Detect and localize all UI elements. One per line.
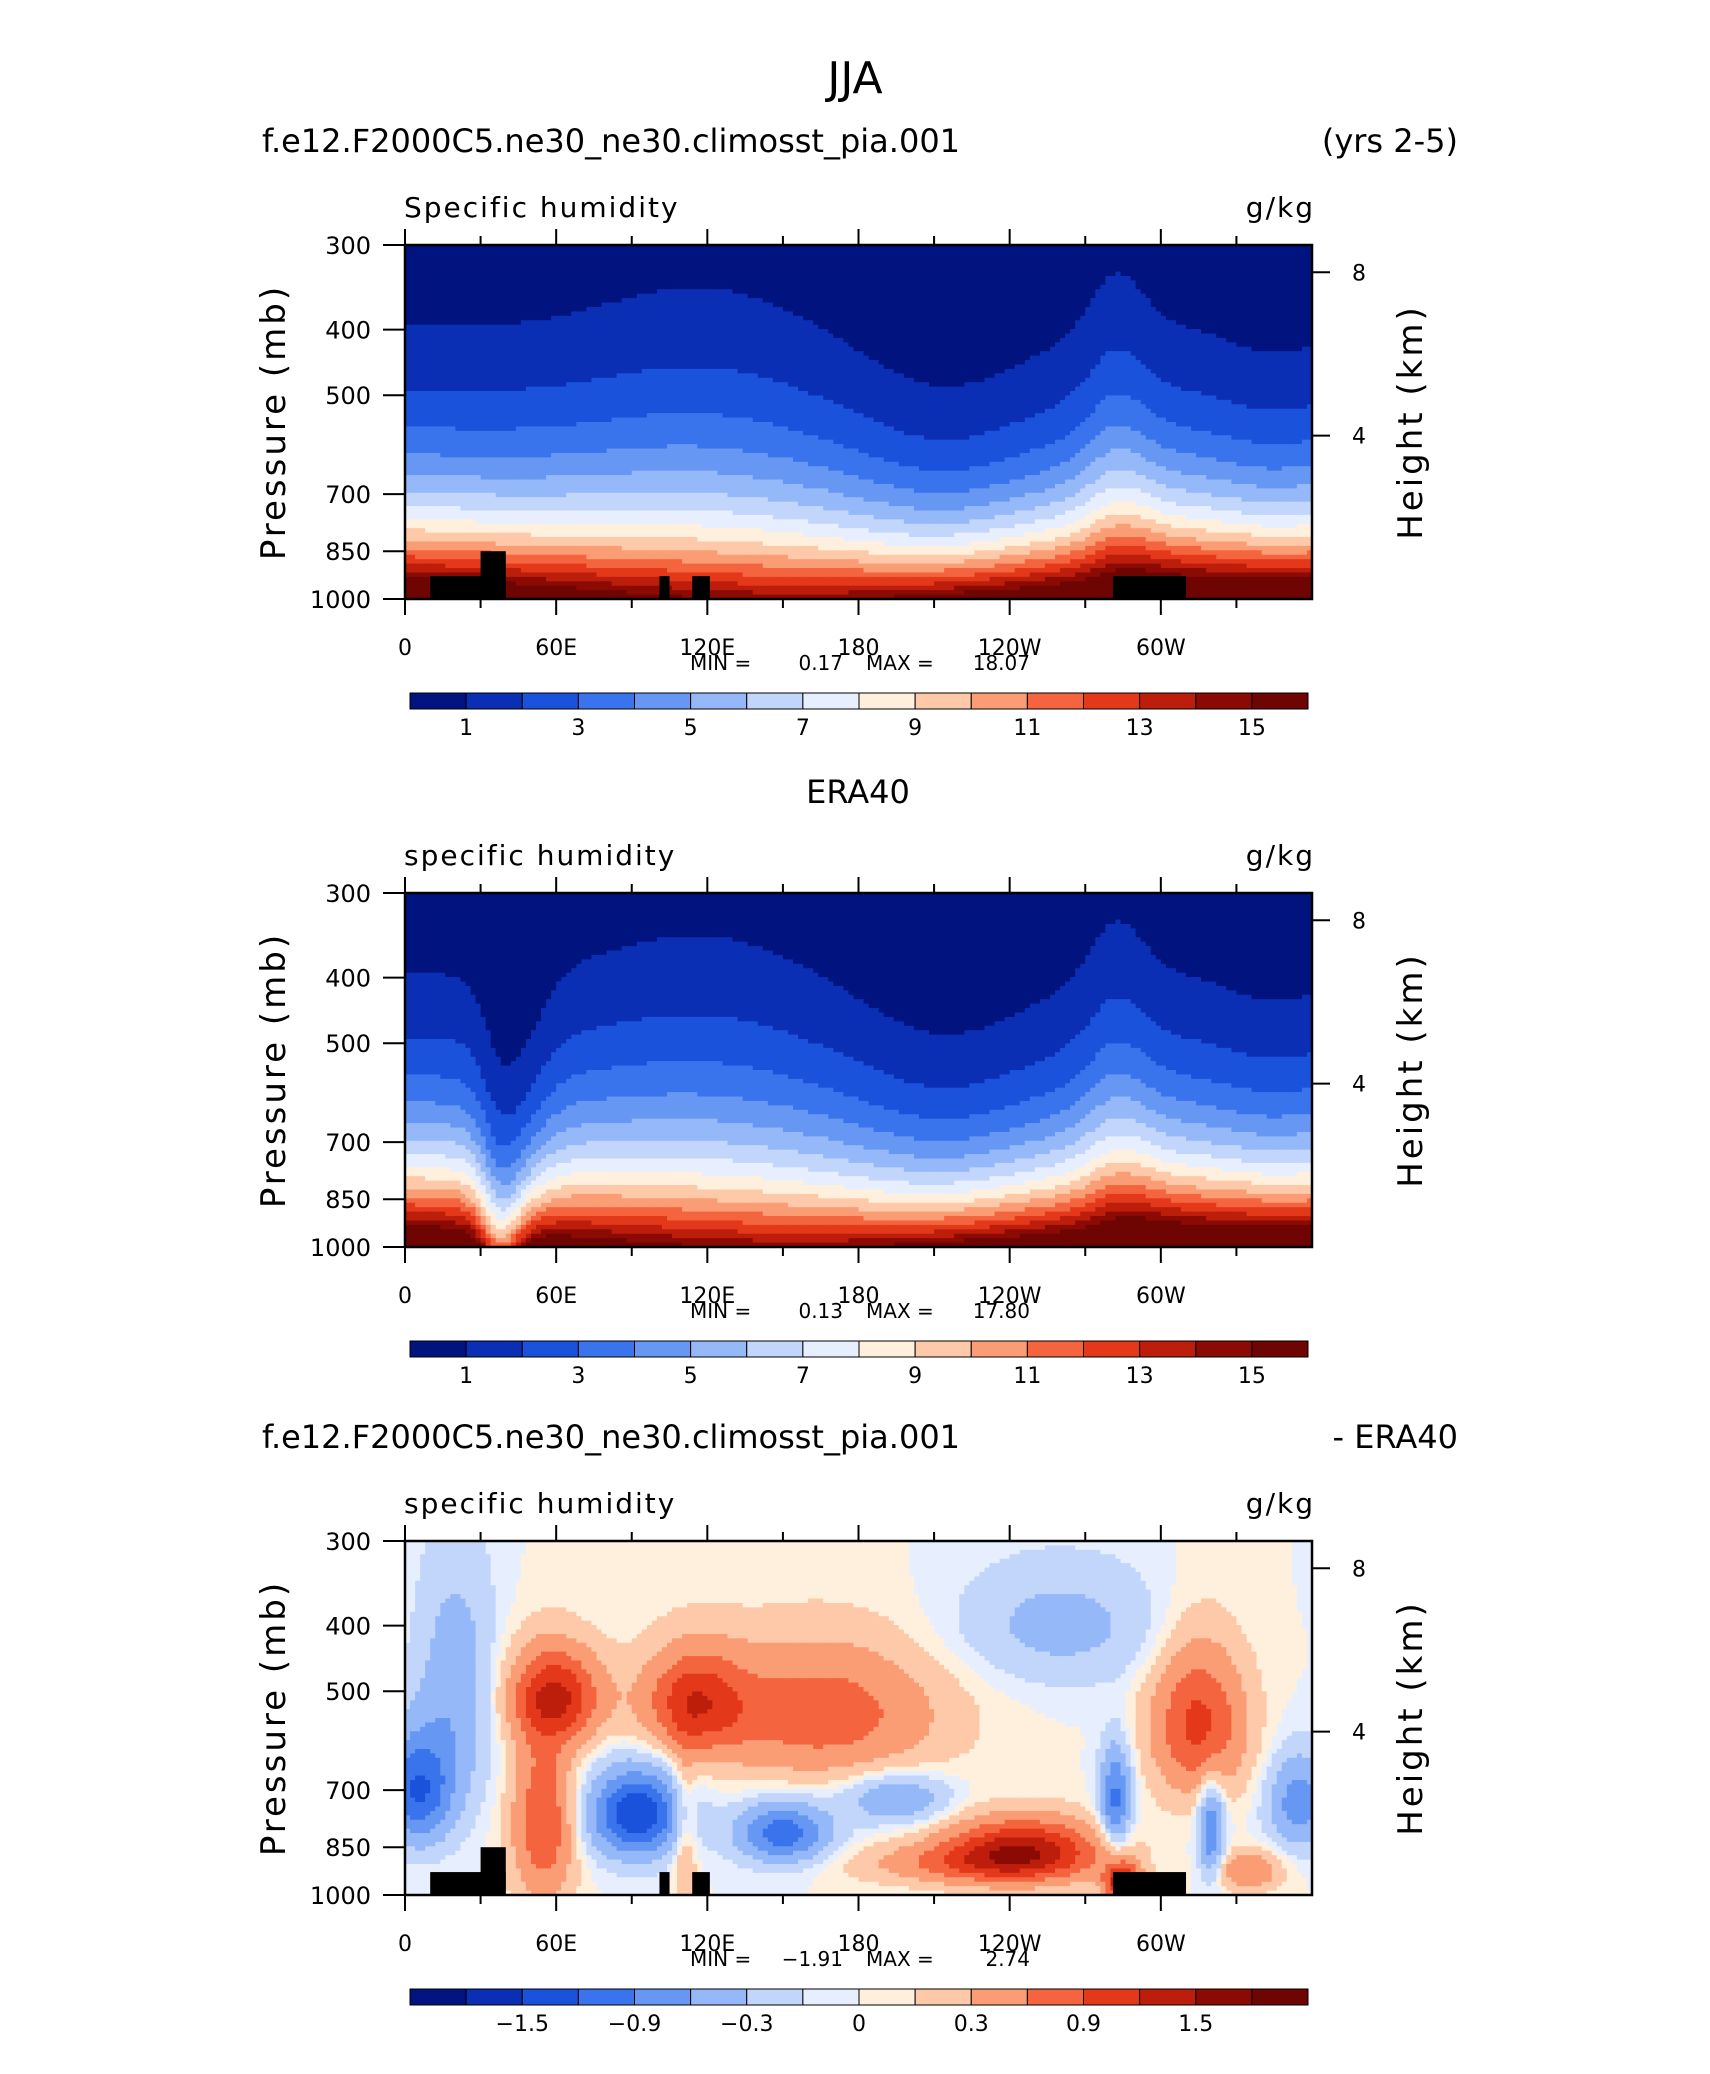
figure-title: JJA — [824, 53, 882, 104]
